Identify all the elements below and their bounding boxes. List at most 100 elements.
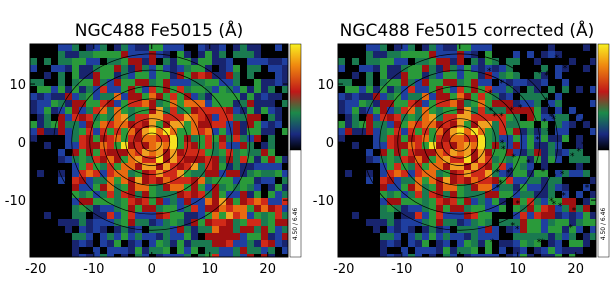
map-cell <box>401 233 409 241</box>
map-cell <box>30 114 38 122</box>
map-cell <box>128 212 136 220</box>
map-cell <box>247 79 255 87</box>
map-cell <box>436 184 444 192</box>
map-cell <box>184 114 192 122</box>
map-cell <box>142 107 150 115</box>
map-cell <box>506 247 514 255</box>
map-cell <box>240 177 248 185</box>
map-cell <box>499 65 507 73</box>
x-tick-label: 20 <box>567 262 584 277</box>
map-cell <box>345 135 353 143</box>
map-cell <box>485 149 493 157</box>
map-cell <box>135 114 143 122</box>
map-cell <box>205 163 213 171</box>
map-cell <box>471 58 479 66</box>
map-cell <box>352 100 360 108</box>
map-cell <box>541 44 549 52</box>
map-cell <box>450 51 458 59</box>
map-cell <box>44 240 52 248</box>
map-cell <box>44 191 52 199</box>
map-cell <box>548 93 556 101</box>
map-cell <box>352 86 360 94</box>
map-cell <box>184 128 192 136</box>
map-cell <box>142 121 150 129</box>
map-cell <box>373 177 381 185</box>
map-cell <box>191 156 199 164</box>
map-cell <box>142 205 150 213</box>
map-cell <box>226 177 234 185</box>
map-cell <box>163 170 171 178</box>
map-cell <box>107 205 115 213</box>
map-cell <box>114 184 122 192</box>
map-cell <box>513 163 521 171</box>
map-cell <box>261 247 269 255</box>
map-cell <box>121 100 129 108</box>
map-cell <box>156 191 164 199</box>
map-cell <box>37 79 45 87</box>
map-cell <box>408 247 416 255</box>
map-cell <box>254 65 262 73</box>
map-cell <box>541 219 549 227</box>
map-cell <box>107 142 115 150</box>
map-cell <box>429 86 437 94</box>
map-cell <box>394 240 402 248</box>
map-cell <box>422 191 430 199</box>
map-cell <box>436 86 444 94</box>
map-cell <box>569 135 577 143</box>
map-cell <box>170 226 178 234</box>
map-cell <box>366 240 374 248</box>
map-cell <box>345 65 353 73</box>
map-cell <box>198 226 206 234</box>
map-cell <box>268 177 276 185</box>
map-cell <box>429 93 437 101</box>
map-cell <box>128 205 136 213</box>
map-cell <box>443 135 451 143</box>
map-cell <box>240 219 248 227</box>
map-cell <box>338 86 346 94</box>
map-cell <box>359 128 367 136</box>
map-cell <box>65 114 73 122</box>
map-cell <box>394 247 402 255</box>
map-cell <box>37 86 45 94</box>
map-cell <box>135 226 143 234</box>
marker: * <box>584 82 589 92</box>
map-cell <box>548 79 556 87</box>
map-cell <box>338 247 346 255</box>
map-cell <box>149 247 157 255</box>
map-cell <box>37 205 45 213</box>
map-cell <box>506 114 514 122</box>
map-cell <box>79 51 87 59</box>
map-cell <box>387 121 395 129</box>
map-cell <box>443 44 451 52</box>
map-cell <box>562 121 570 129</box>
map-cell <box>492 128 500 136</box>
marker: * <box>585 183 590 193</box>
map-cell <box>254 226 262 234</box>
map-cell <box>30 156 38 164</box>
map-cell <box>380 93 388 101</box>
map-cell <box>415 72 423 80</box>
map-cell <box>226 184 234 192</box>
map-cell <box>569 184 577 192</box>
map-cell <box>37 240 45 248</box>
map-cell <box>562 254 570 257</box>
map-cell <box>58 177 66 185</box>
map-cell <box>219 65 227 73</box>
map-cell <box>254 198 262 206</box>
map-cell <box>212 93 220 101</box>
map-cell <box>72 177 80 185</box>
map-cell <box>121 65 129 73</box>
map-cell <box>443 184 451 192</box>
map-cell <box>44 135 52 143</box>
map-cell <box>142 128 150 136</box>
map-cell <box>254 170 262 178</box>
map-cell <box>30 198 38 206</box>
map-cell <box>366 51 374 59</box>
map-cell <box>177 100 185 108</box>
map-cell <box>58 100 66 108</box>
map-cell <box>457 191 465 199</box>
map-cell <box>268 58 276 66</box>
map-cell <box>359 93 367 101</box>
map-cell <box>345 219 353 227</box>
map-cell <box>163 149 171 157</box>
